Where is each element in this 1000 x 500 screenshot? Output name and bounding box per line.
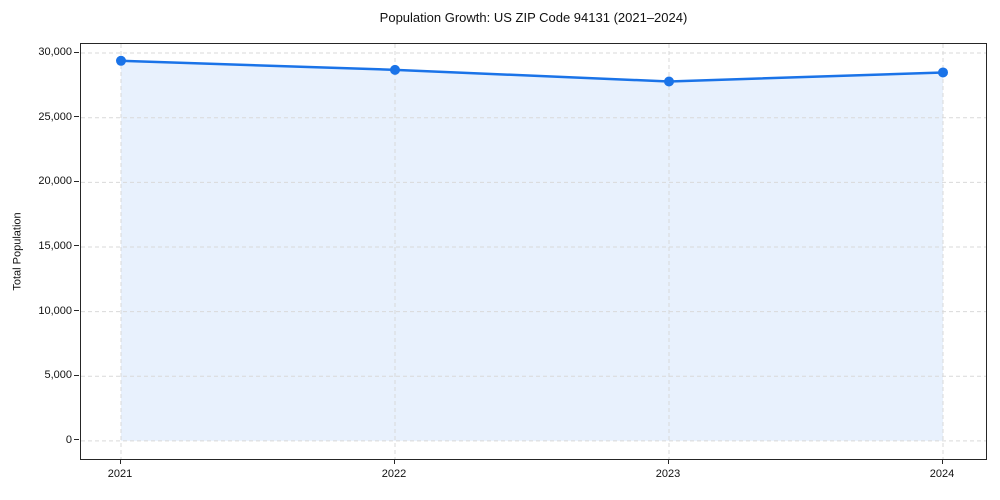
data-point	[664, 76, 674, 87]
y-tick-mark	[74, 245, 79, 247]
x-tick-mark	[667, 459, 669, 464]
y-tick-label: 20,000	[38, 175, 72, 188]
area-fill	[121, 60, 943, 441]
x-tick-label: 2021	[107, 468, 133, 480]
y-tick-label: 5,000	[44, 369, 72, 382]
y-tick-mark	[74, 51, 79, 53]
plot-area	[80, 43, 987, 460]
data-line	[120, 59, 944, 83]
y-tick-label: 10,000	[38, 304, 72, 317]
x-tick-label: 2023	[655, 468, 681, 480]
y-tick-mark	[74, 116, 79, 118]
y-tick-mark	[74, 439, 79, 441]
x-tick-mark	[119, 459, 121, 464]
chart-title: Population Growth: US ZIP Code 94131 (20…	[379, 10, 688, 25]
y-tick-label: 15,000	[38, 239, 72, 252]
y-tick-label: 25,000	[38, 110, 72, 123]
x-tick-label: 2024	[929, 468, 955, 480]
y-tick-mark	[74, 310, 79, 312]
x-tick-mark	[941, 459, 943, 464]
data-point	[938, 67, 948, 78]
x-tick-label: 2022	[381, 468, 407, 480]
y-tick-label: 0	[65, 433, 72, 446]
x-tick-mark	[393, 459, 395, 464]
data-point	[116, 55, 126, 66]
y-tick-label: 30,000	[38, 46, 72, 59]
data-point	[390, 64, 400, 75]
y-tick-mark	[74, 180, 79, 182]
y-tick-mark	[74, 374, 79, 376]
chart-canvas	[81, 44, 986, 459]
